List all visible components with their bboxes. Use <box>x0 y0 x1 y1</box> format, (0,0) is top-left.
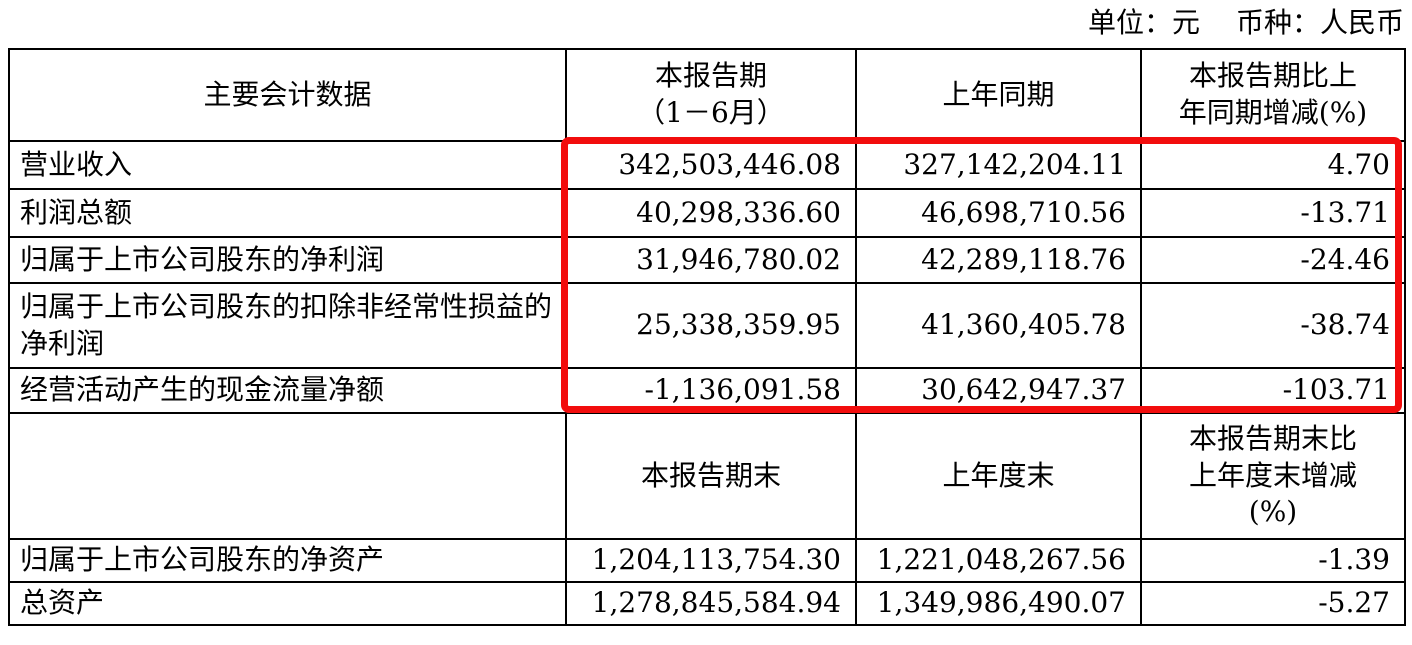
key-accounting-data-table: 主要会计数据 本报告期 （1－6月） 上年同期 本报告期比上 年同期增减(%) … <box>8 48 1406 626</box>
current-value: -1,136,091.58 <box>565 367 857 414</box>
header-period-change: 本报告期比上 年同期增减(%) <box>1140 48 1406 142</box>
change-value: -1.39 <box>1140 538 1406 583</box>
current-value: 1,204,113,754.30 <box>565 538 857 583</box>
change-value: -5.27 <box>1140 581 1406 626</box>
currency-label: 币种：人民币 <box>1235 6 1404 39</box>
change-value: 4.70 <box>1140 140 1406 190</box>
table-row-operating-revenue: 营业收入 342,503,446.08 327,142,204.11 4.70 <box>8 140 1406 190</box>
prior-value: 42,289,118.76 <box>855 236 1142 284</box>
change-value: -38.74 <box>1140 282 1406 369</box>
row-label: 经营活动产生的现金流量净额 <box>8 367 567 414</box>
prior-value: 1,349,986,490.07 <box>855 581 1142 626</box>
change-value: -103.71 <box>1140 367 1406 414</box>
unit-label: 单位：元 <box>1087 6 1200 39</box>
change-value: -13.71 <box>1140 188 1406 238</box>
row-label: 营业收入 <box>8 140 567 190</box>
current-value: 31,946,780.02 <box>565 236 857 284</box>
table-row-total-profit: 利润总额 40,298,336.60 46,698,710.56 -13.71 <box>8 188 1406 238</box>
table-row-net-assets: 归属于上市公司股东的净资产 1,204,113,754.30 1,221,048… <box>8 538 1406 583</box>
table-row-net-profit: 归属于上市公司股东的净利润 31,946,780.02 42,289,118.7… <box>8 236 1406 284</box>
row-label: 归属于上市公司股东的净资产 <box>8 538 567 583</box>
header-metric: 主要会计数据 <box>8 48 567 142</box>
current-value: 342,503,446.08 <box>565 140 857 190</box>
change-value: -24.46 <box>1140 236 1406 284</box>
current-value: 40,298,336.60 <box>565 188 857 238</box>
row-label: 利润总额 <box>8 188 567 238</box>
header-blank <box>8 412 567 540</box>
current-value: 1,278,845,584.94 <box>565 581 857 626</box>
unit-currency-label: 单位：元 币种：人民币 <box>1088 6 1404 40</box>
header-prior-year-end: 上年度末 <box>855 412 1142 540</box>
prior-value: 41,360,405.78 <box>855 282 1142 369</box>
row-label: 总资产 <box>8 581 567 626</box>
prior-value: 30,642,947.37 <box>855 367 1142 414</box>
header-row-period: 主要会计数据 本报告期 （1－6月） 上年同期 本报告期比上 年同期增减(%) <box>8 48 1406 142</box>
row-label: 归属于上市公司股东的扣除非经常性损益的净利润 <box>8 282 567 369</box>
prior-value: 1,221,048,267.56 <box>855 538 1142 583</box>
header-current-period-end: 本报告期末 <box>565 412 857 540</box>
prior-value: 327,142,204.11 <box>855 140 1142 190</box>
header-row-yearend: 本报告期末 上年度末 本报告期末比 上年度末增减 (%) <box>8 412 1406 540</box>
table-row-total-assets: 总资产 1,278,845,584.94 1,349,986,490.07 -5… <box>8 581 1406 626</box>
table-row-operating-cash-flow: 经营活动产生的现金流量净额 -1,136,091.58 30,642,947.3… <box>8 367 1406 414</box>
current-value: 25,338,359.95 <box>565 282 857 369</box>
header-current-period: 本报告期 （1－6月） <box>565 48 857 142</box>
header-yearend-change: 本报告期末比 上年度末增减 (%) <box>1140 412 1406 540</box>
row-label: 归属于上市公司股东的净利润 <box>8 236 567 284</box>
prior-value: 46,698,710.56 <box>855 188 1142 238</box>
table-row-net-profit-excl-nonrecurring: 归属于上市公司股东的扣除非经常性损益的净利润 25,338,359.95 41,… <box>8 282 1406 369</box>
header-prior-period: 上年同期 <box>855 48 1142 142</box>
